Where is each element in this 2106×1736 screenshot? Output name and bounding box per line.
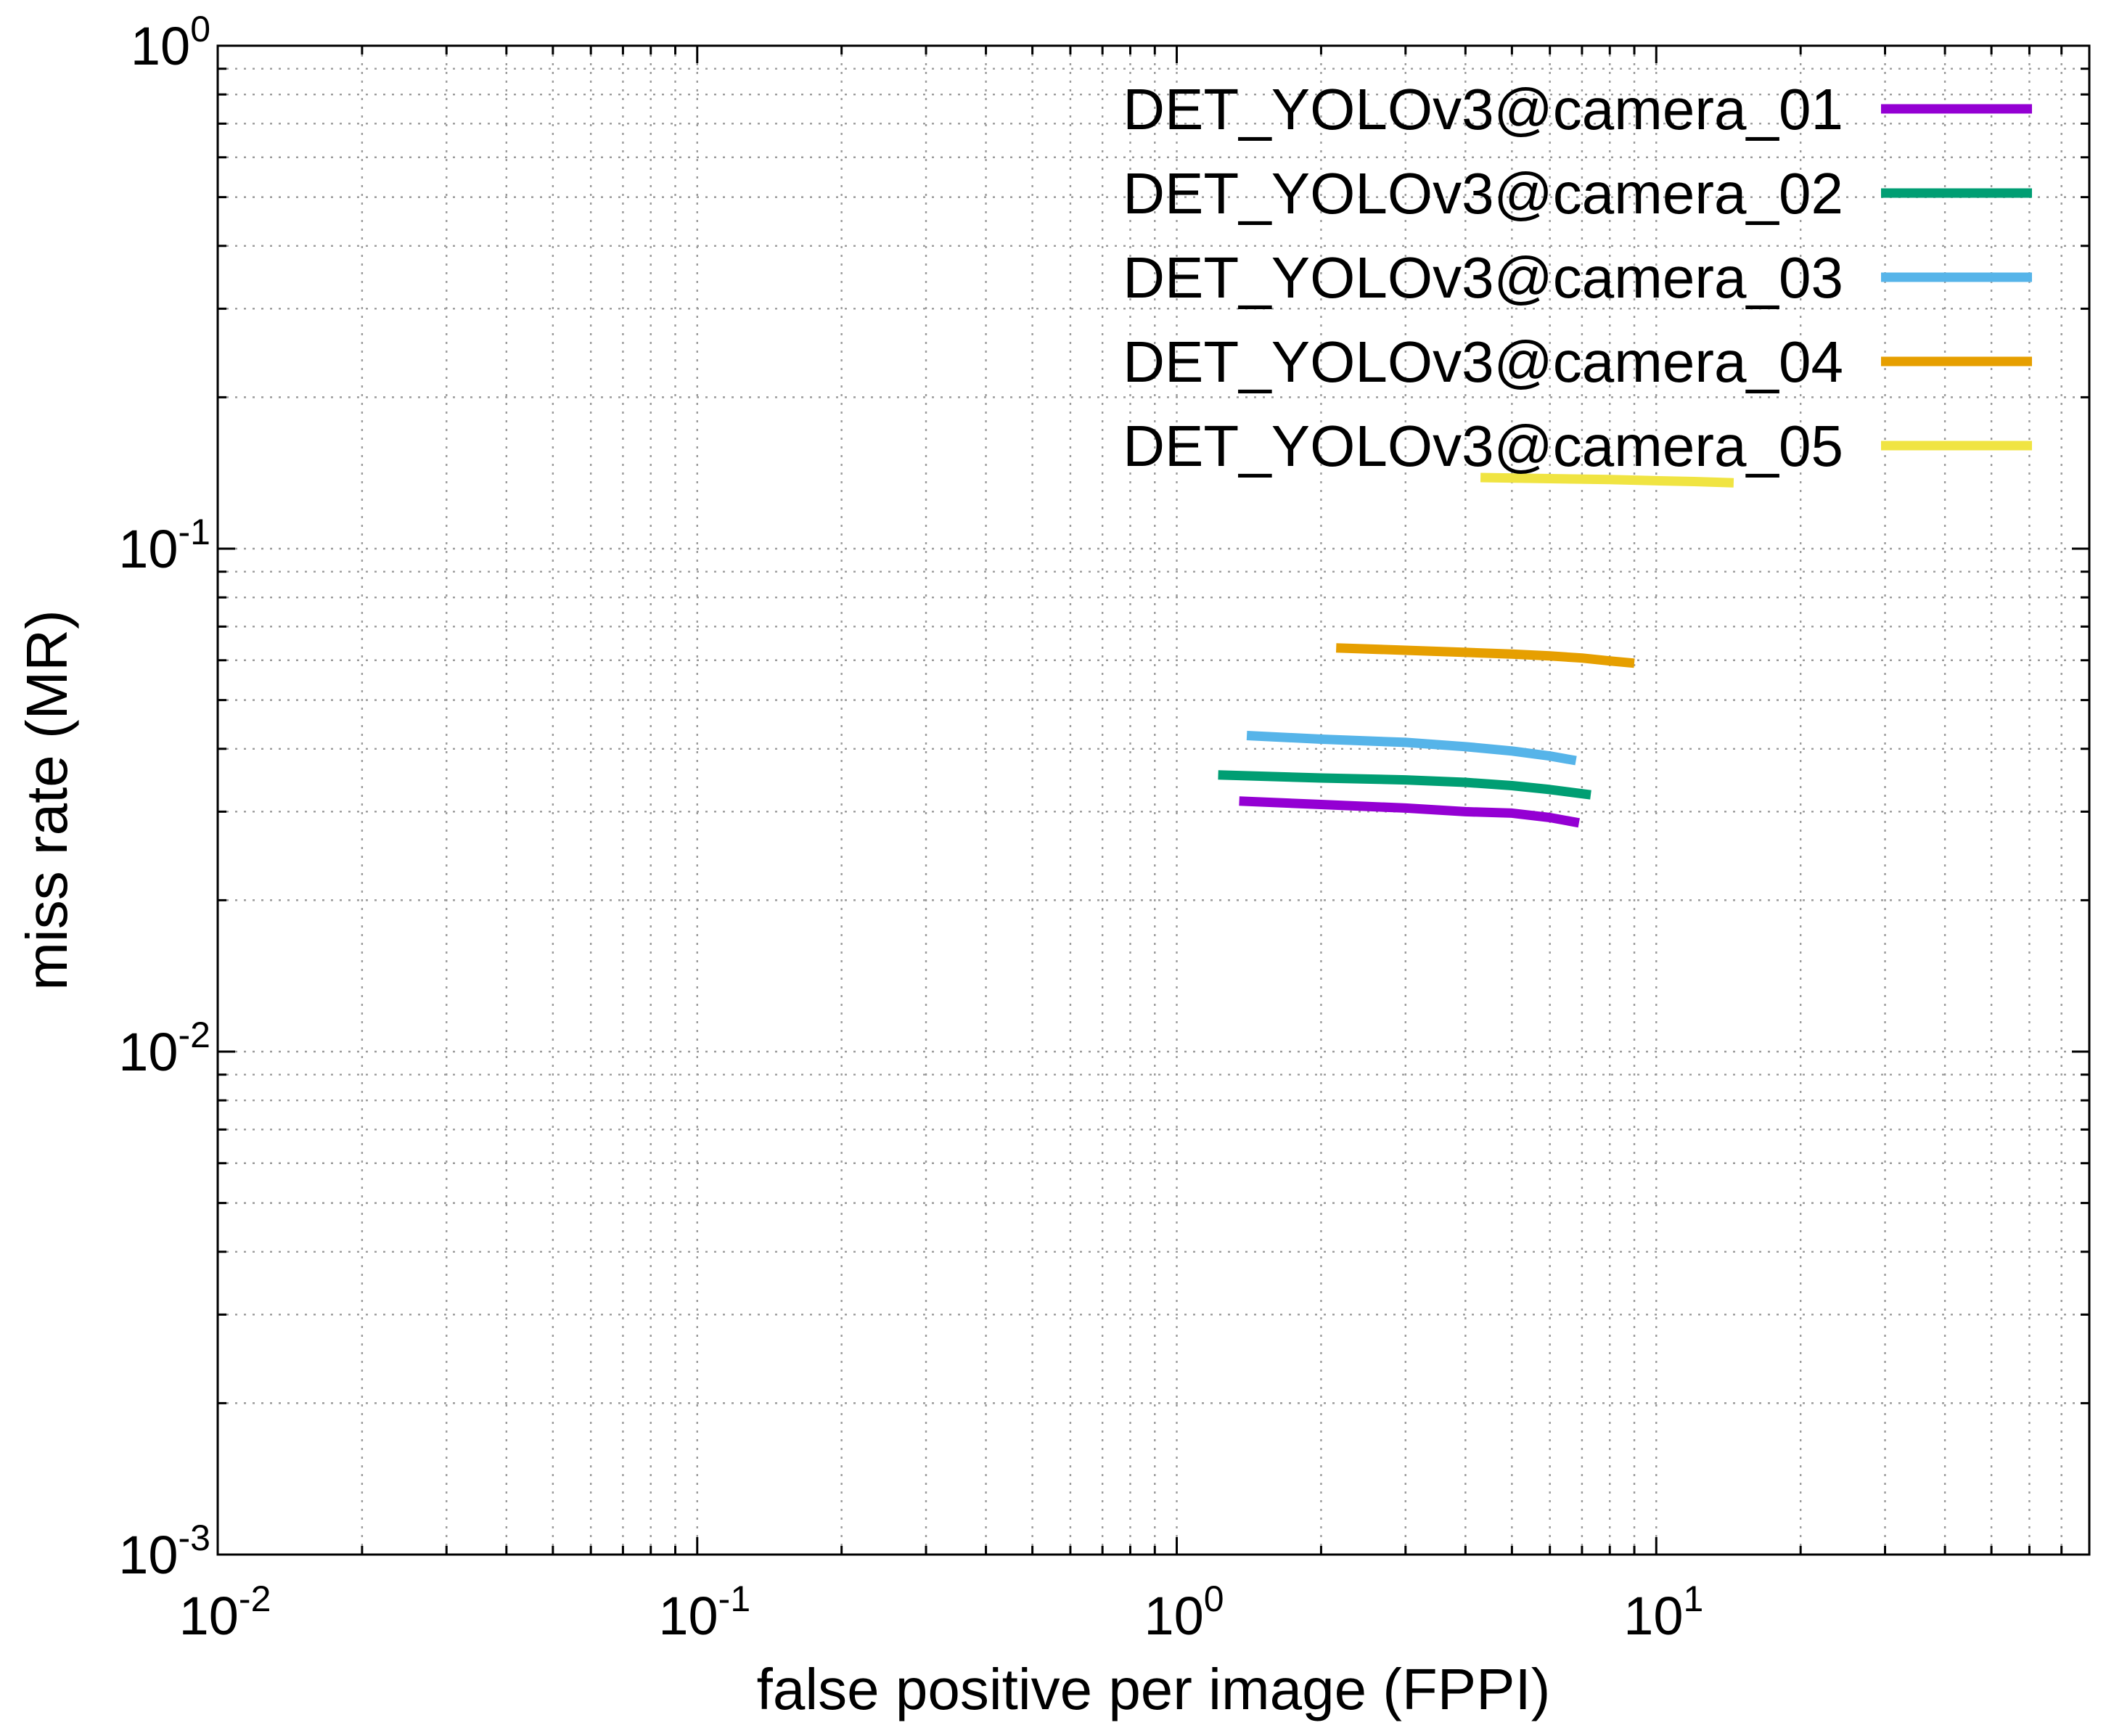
x-axis-label: false positive per image (FPPI): [757, 1657, 1551, 1721]
x-tick-label: 100: [1144, 1579, 1224, 1646]
x-tick-label: 101: [1623, 1579, 1703, 1646]
plot-frame: [216, 44, 2091, 1556]
series-line: [1239, 796, 1580, 828]
legend-label: DET_YOLOv3@camera_05: [1123, 414, 1843, 478]
legend-label: DET_YOLOv3@camera_02: [1123, 161, 1843, 226]
legend-label: DET_YOLOv3@camera_04: [1123, 329, 1843, 394]
y-tick-label: 100: [131, 9, 210, 76]
series-line: [1218, 770, 1591, 800]
y-axis-label: miss rate (MR): [15, 610, 79, 990]
y-tick-label: 10-3: [118, 1518, 210, 1585]
x-tick-label: 10-1: [658, 1579, 750, 1646]
grid: [218, 46, 2089, 1555]
series-line: [1480, 472, 1734, 488]
y-tick-label: 10-1: [118, 512, 210, 579]
y-tick-label: 10-2: [118, 1015, 210, 1082]
legend: DET_YOLOv3@camera_01 DET_YOLOv3@camera_02…: [1123, 77, 2032, 478]
series-lines: [1218, 472, 1734, 828]
x-tick-label: 10-2: [179, 1579, 271, 1646]
legend-label: DET_YOLOv3@camera_01: [1123, 77, 1843, 142]
series-line: [1246, 731, 1577, 766]
legend-label: DET_YOLOv3@camera_03: [1123, 245, 1843, 310]
series-line: [1335, 643, 1635, 668]
